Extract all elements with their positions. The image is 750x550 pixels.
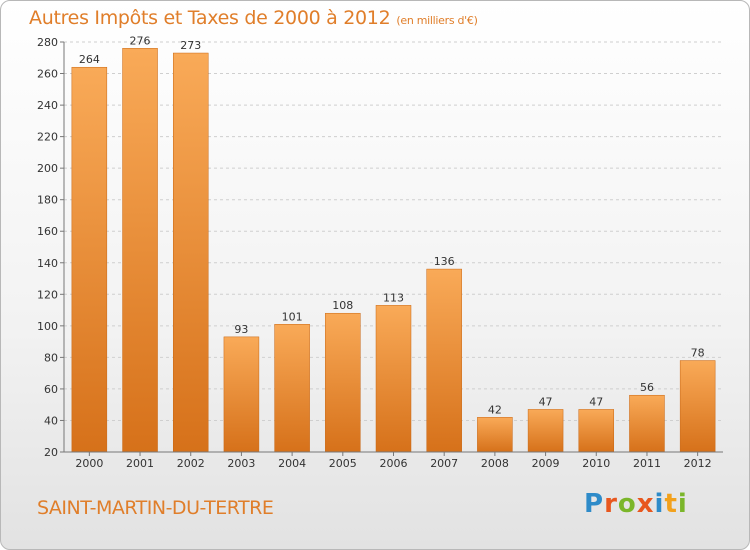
bar xyxy=(122,48,158,453)
logo-letter: i xyxy=(654,489,665,519)
x-tick-label: 2011 xyxy=(633,457,661,470)
data-label: 264 xyxy=(79,53,100,66)
y-tick-label: 160 xyxy=(37,225,58,238)
y-axis-ticks: 20 40 60 80 100 120 140 160 180 200 220 240 260 280 xyxy=(37,36,64,459)
data-label: 108 xyxy=(332,299,353,312)
x-tick-label: 2001 xyxy=(126,457,154,470)
bar xyxy=(274,324,310,453)
data-label: 113 xyxy=(383,291,404,304)
bar xyxy=(172,52,209,453)
data-label: 276 xyxy=(130,34,151,47)
bar xyxy=(679,360,716,453)
bars-group xyxy=(71,48,716,453)
bar xyxy=(477,417,513,453)
bar xyxy=(71,66,108,453)
x-tick-label: 2010 xyxy=(582,457,610,470)
y-tick-label: 80 xyxy=(44,351,58,364)
data-label: 273 xyxy=(180,39,201,52)
y-tick-label: 240 xyxy=(37,99,58,112)
x-tick-label: 2004 xyxy=(278,457,306,470)
x-tick-label: 2008 xyxy=(481,457,509,470)
x-tick-label: 2006 xyxy=(380,457,408,470)
x-tick-label: 2012 xyxy=(684,457,712,470)
data-label: 136 xyxy=(434,255,455,268)
y-tick-label: 140 xyxy=(37,257,58,270)
data-label: 93 xyxy=(234,323,248,336)
logo-letter: t xyxy=(664,489,678,519)
bar xyxy=(578,409,615,453)
logo-letter: x xyxy=(636,489,655,519)
logo-letter: r xyxy=(604,489,618,519)
data-label: 78 xyxy=(691,347,705,360)
logo-letter: P xyxy=(584,489,605,519)
data-label: 101 xyxy=(282,310,303,323)
y-tick-label: 40 xyxy=(44,414,58,427)
logo-letter: i xyxy=(677,489,688,519)
bar xyxy=(426,268,462,453)
x-tick-label: 2002 xyxy=(177,457,205,470)
y-tick-label: 260 xyxy=(37,68,58,81)
chart-title: Autres Impôts et Taxes de 2000 à 2012 (en… xyxy=(29,7,478,29)
x-axis-ticks: 2000 2001 2002 2003 2004 2005 2006 2007 2008 2009… xyxy=(75,452,712,470)
y-tick-label: 60 xyxy=(44,383,58,396)
data-label: 42 xyxy=(488,403,502,416)
chart-title-text: Autres Impôts et Taxes de 2000 à 2012 xyxy=(29,7,391,29)
y-tick-label: 280 xyxy=(37,36,58,49)
y-tick-label: 100 xyxy=(37,320,58,333)
chart-subtitle: (en milliers d'€) xyxy=(396,14,478,27)
bar xyxy=(375,305,412,453)
data-label: 47 xyxy=(539,395,553,408)
proxiti-logo: Proxiti xyxy=(584,489,688,519)
x-tick-label: 2003 xyxy=(227,457,255,470)
data-label: 47 xyxy=(589,395,603,408)
data-labels: 264 276 273 93 101 108 113 136 42 47 47 56 78 xyxy=(79,34,705,416)
town-name: SAINT-MARTIN-DU-TERTRE xyxy=(37,497,274,519)
y-tick-label: 120 xyxy=(37,288,58,301)
bar xyxy=(325,312,361,453)
y-tick-label: 220 xyxy=(37,131,58,144)
data-label: 56 xyxy=(640,381,654,394)
x-tick-label: 2007 xyxy=(430,457,458,470)
y-tick-label: 200 xyxy=(37,162,58,175)
y-tick-label: 20 xyxy=(44,446,58,459)
x-tick-label: 2009 xyxy=(532,457,560,470)
logo-letter: o xyxy=(617,489,637,519)
bar xyxy=(527,409,564,453)
bar xyxy=(223,336,260,453)
y-tick-label: 180 xyxy=(37,194,58,207)
bar xyxy=(629,394,665,453)
x-tick-label: 2005 xyxy=(329,457,357,470)
x-tick-label: 2000 xyxy=(75,457,103,470)
